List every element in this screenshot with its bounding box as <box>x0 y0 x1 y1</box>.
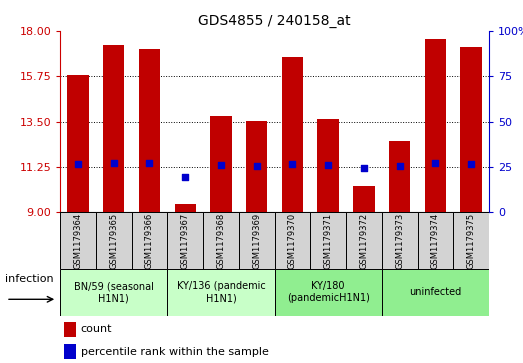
Bar <box>460 47 482 212</box>
Bar <box>132 212 167 269</box>
Point <box>395 163 404 169</box>
Text: KY/136 (pandemic
H1N1): KY/136 (pandemic H1N1) <box>177 281 265 303</box>
Point <box>431 160 439 166</box>
Bar <box>167 269 275 316</box>
Bar <box>389 141 411 212</box>
Text: GSM1179367: GSM1179367 <box>181 212 190 269</box>
Bar <box>275 269 382 316</box>
Bar <box>203 212 239 269</box>
Bar <box>275 212 310 269</box>
Point <box>145 160 154 166</box>
Bar <box>417 212 453 269</box>
Point <box>467 161 475 167</box>
Text: GSM1179366: GSM1179366 <box>145 212 154 269</box>
Text: GSM1179370: GSM1179370 <box>288 212 297 269</box>
Title: GDS4855 / 240158_at: GDS4855 / 240158_at <box>198 15 351 28</box>
Text: KY/180
(pandemicH1N1): KY/180 (pandemicH1N1) <box>287 281 370 303</box>
Bar <box>139 49 160 212</box>
Point <box>253 163 261 169</box>
Text: GSM1179374: GSM1179374 <box>431 212 440 269</box>
Bar <box>382 212 417 269</box>
Point <box>288 161 297 167</box>
Point <box>74 161 82 167</box>
Bar <box>246 121 267 212</box>
Text: GSM1179365: GSM1179365 <box>109 212 118 269</box>
Point <box>360 165 368 171</box>
Bar <box>353 186 374 212</box>
Bar <box>167 212 203 269</box>
Bar <box>60 212 96 269</box>
Text: GSM1179371: GSM1179371 <box>324 212 333 269</box>
Bar <box>175 204 196 212</box>
Bar <box>317 119 339 212</box>
Text: BN/59 (seasonal
H1N1): BN/59 (seasonal H1N1) <box>74 281 154 303</box>
Text: GSM1179369: GSM1179369 <box>252 212 261 269</box>
Text: GSM1179364: GSM1179364 <box>74 212 83 269</box>
Text: infection: infection <box>5 274 54 284</box>
Text: GSM1179375: GSM1179375 <box>467 212 475 269</box>
Bar <box>382 269 489 316</box>
Point <box>181 174 189 180</box>
Bar <box>67 75 89 212</box>
Bar <box>96 212 132 269</box>
Point <box>110 160 118 166</box>
Bar <box>64 322 76 337</box>
Text: count: count <box>81 325 112 334</box>
Bar <box>239 212 275 269</box>
Point <box>324 162 333 168</box>
Bar <box>425 39 446 212</box>
Bar <box>346 212 382 269</box>
Bar <box>60 269 167 316</box>
Bar <box>282 57 303 212</box>
Text: uninfected: uninfected <box>410 287 461 297</box>
Bar <box>64 344 76 359</box>
Bar <box>310 212 346 269</box>
Text: GSM1179373: GSM1179373 <box>395 212 404 269</box>
Text: GSM1179368: GSM1179368 <box>217 212 225 269</box>
Bar <box>103 45 124 212</box>
Bar <box>210 115 232 212</box>
Point <box>217 162 225 168</box>
Text: percentile rank within the sample: percentile rank within the sample <box>81 347 269 357</box>
Text: GSM1179372: GSM1179372 <box>359 212 368 269</box>
Bar <box>453 212 489 269</box>
